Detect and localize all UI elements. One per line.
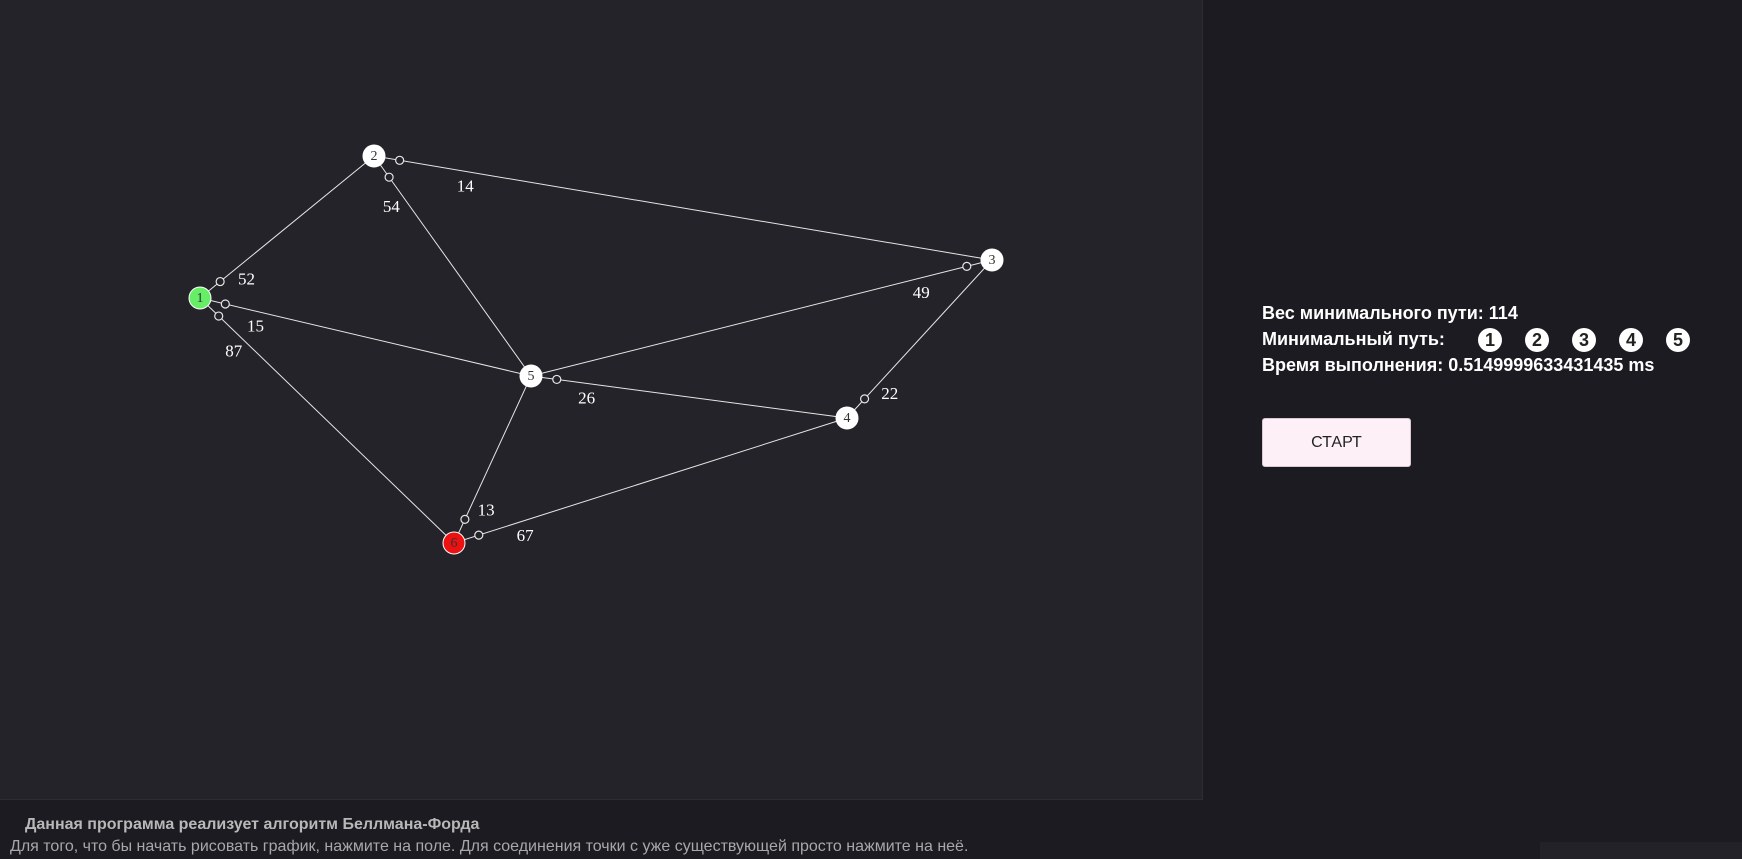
edge-weight-label: 67 bbox=[517, 526, 535, 545]
edge-2-3 bbox=[373, 155, 993, 261]
edge-weight-label: 49 bbox=[913, 283, 930, 302]
edge-direction-marker bbox=[474, 530, 484, 540]
path-node-badge: 3 bbox=[1572, 328, 1596, 353]
edge-weight-label: 15 bbox=[247, 316, 264, 335]
min-path-label: Минимальный путь: bbox=[1262, 329, 1445, 349]
edge-4-3 bbox=[846, 259, 993, 419]
node-label: 5 bbox=[528, 369, 535, 384]
edge-weight-label: 22 bbox=[881, 384, 898, 403]
node-circle[interactable] bbox=[835, 406, 859, 430]
graph-node-4[interactable]: 4 bbox=[835, 406, 859, 430]
edge-weight-label: 26 bbox=[578, 388, 595, 407]
node-label: 4 bbox=[844, 411, 851, 426]
node-label: 6 bbox=[451, 536, 458, 551]
graph-node-6[interactable]: 6 bbox=[442, 531, 466, 555]
node-circle[interactable] bbox=[519, 364, 543, 388]
corner-bar bbox=[1540, 842, 1742, 859]
node-circle[interactable] bbox=[188, 286, 212, 310]
edge-1-5 bbox=[199, 297, 532, 377]
node-circle[interactable] bbox=[442, 531, 466, 555]
edge-1-2 bbox=[199, 155, 375, 299]
graph-node-3[interactable]: 3 bbox=[980, 248, 1004, 272]
path-node-badge: 5 bbox=[1666, 328, 1690, 353]
edge-weight-label: 13 bbox=[478, 500, 495, 519]
graph-node-5[interactable]: 5 bbox=[519, 364, 543, 388]
edge-direction-marker bbox=[552, 374, 562, 385]
execution-time-text: Время выполнения: 0.5149999633431435 ms bbox=[1262, 355, 1655, 375]
node-label: 1 bbox=[197, 291, 204, 306]
graph-node-1[interactable]: 1 bbox=[188, 286, 212, 310]
edge-weight-label: 87 bbox=[225, 342, 243, 361]
edge-direction-marker bbox=[962, 261, 972, 271]
graph-node-2[interactable]: 2 bbox=[362, 144, 386, 168]
graph-canvas[interactable]: 52 54 14 49 15 87 26 22 13 67 1 2 3 4 5 6 bbox=[0, 0, 1203, 800]
edge-direction-marker bbox=[859, 394, 870, 404]
node-label: 2 bbox=[371, 149, 378, 164]
edge-direction-marker bbox=[215, 276, 225, 287]
results-panel: Вес минимального пути: 114 Минимальный п… bbox=[1262, 300, 1713, 378]
edge-direction-marker bbox=[214, 311, 224, 321]
path-node-badge: 1 bbox=[1478, 328, 1502, 353]
path-node-badge: 2 bbox=[1525, 328, 1549, 353]
edge-direction-marker bbox=[384, 172, 394, 182]
node-circle[interactable] bbox=[980, 248, 1004, 272]
edge-weight-label: 52 bbox=[238, 270, 255, 289]
start-button[interactable]: СТАРТ bbox=[1262, 418, 1411, 467]
edge-direction-marker bbox=[460, 514, 470, 524]
edge-5-4 bbox=[530, 375, 848, 419]
edge-weight-label: 54 bbox=[383, 197, 401, 216]
footer-hint: Для того, что бы начать рисовать график,… bbox=[10, 838, 969, 855]
edge-3-5 bbox=[530, 259, 993, 377]
min-path-row: Минимальный путь: 1 2 3 4 5 bbox=[1262, 326, 1713, 353]
footer-title: Данная программа реализует алгоритм Белл… bbox=[25, 816, 480, 833]
edge-direction-marker bbox=[395, 155, 405, 165]
node-circle[interactable] bbox=[362, 144, 386, 168]
path-node-badge: 4 bbox=[1619, 328, 1643, 353]
edge-6-4 bbox=[453, 417, 848, 544]
path-weight-text: Вес минимального пути: 114 bbox=[1262, 303, 1518, 323]
edge-2-5 bbox=[373, 155, 532, 377]
node-label: 3 bbox=[989, 253, 996, 268]
edge-weight-label: 14 bbox=[457, 176, 475, 195]
edge-6-5 bbox=[453, 375, 532, 544]
edge-1-6 bbox=[199, 297, 455, 544]
edge-direction-marker bbox=[220, 299, 230, 309]
